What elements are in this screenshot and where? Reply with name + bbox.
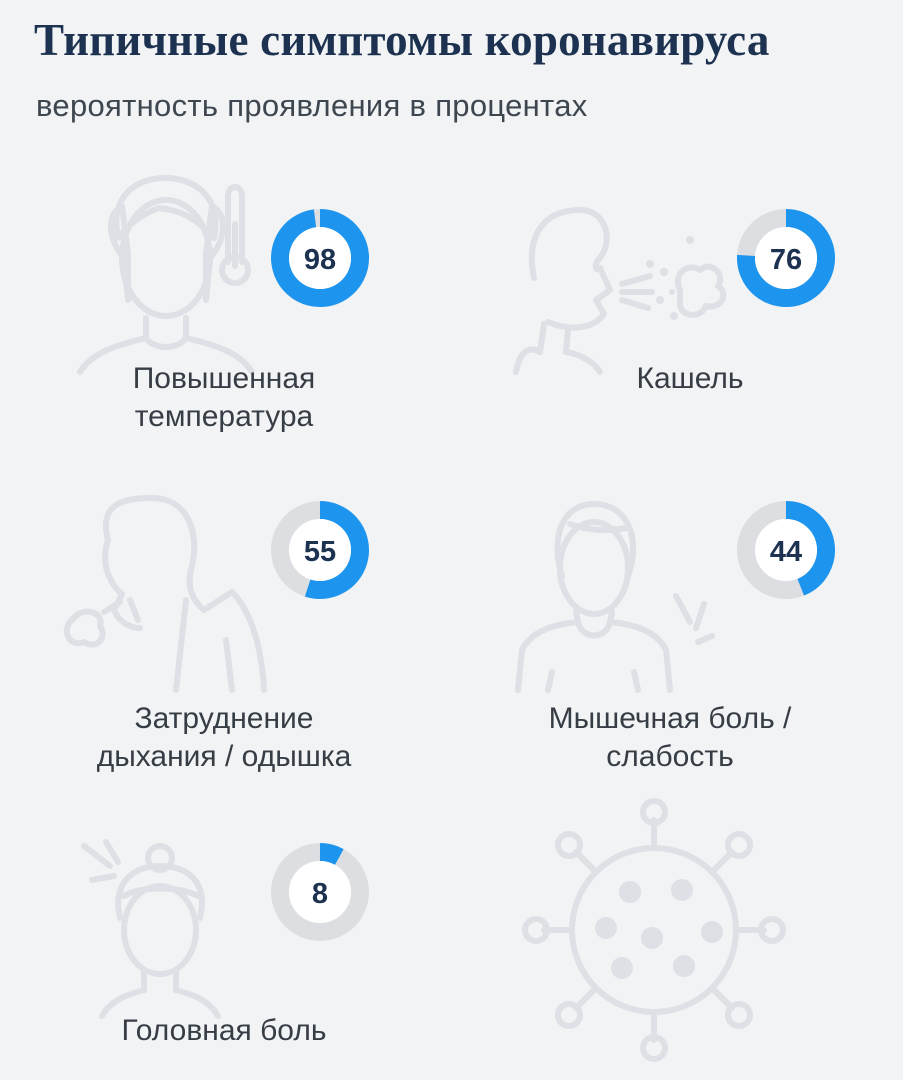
label-muscle: Мышечная боль / слабость [548, 702, 792, 773]
label-cough: Кашель [636, 362, 744, 395]
donut-ring-cough: 76 [737, 209, 835, 307]
donut-ring-headache: 8 [271, 843, 369, 941]
woman-headache-icon [81, 839, 221, 1019]
man-shoulder-pain-icon [515, 501, 715, 693]
donut-arc-breathing [304, 501, 369, 599]
donut-arc-fever [271, 209, 370, 307]
donut-ring-muscle: 44 [737, 501, 835, 599]
donut-value-breathing: 55 [304, 536, 336, 568]
label-headache: Головная боль [121, 1014, 327, 1047]
man-coughing-icon [513, 207, 727, 375]
donut-value-muscle: 44 [770, 536, 802, 568]
woman-with-thermometer-icon [77, 175, 255, 375]
donut-ring-breathing: 55 [271, 501, 369, 599]
label-breathing: Затруднение дыхания / одышка [96, 702, 352, 773]
virus-icon [522, 798, 786, 1062]
woman-short-of-breath-icon [63, 495, 267, 693]
donut-value-cough: 76 [770, 244, 802, 276]
chart-title: Типичные симптомы коронавируса [34, 15, 770, 65]
donut-arc-headache [319, 843, 344, 866]
donut-arc-cough [737, 209, 835, 307]
donut-value-fever: 98 [304, 244, 336, 276]
label-fever: Повышенная температура [132, 362, 316, 433]
donut-ring-fever: 98 [271, 209, 370, 307]
chart-subtitle: вероятность проявления в процентах [36, 88, 588, 123]
donut-value-headache: 8 [312, 878, 328, 910]
donut-arc-muscle [785, 501, 835, 596]
